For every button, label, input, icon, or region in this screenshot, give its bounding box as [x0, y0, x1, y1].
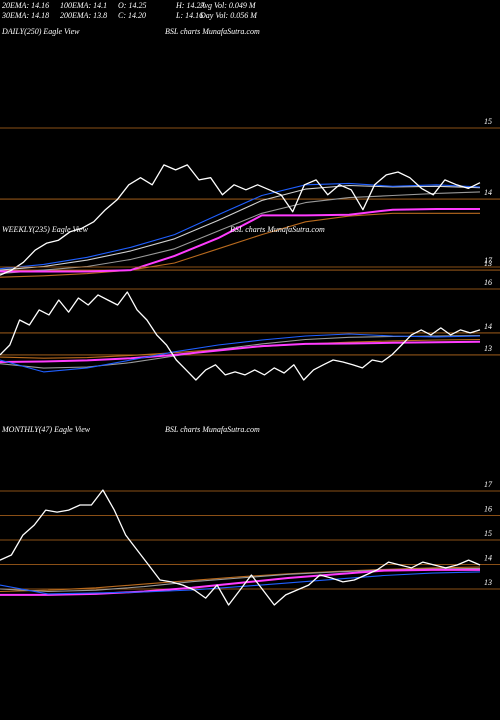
- series-line: [0, 571, 481, 595]
- panel-subtitle: BSL charts MunafaSutra.com: [230, 225, 325, 234]
- y-tick-label: 15: [484, 117, 492, 126]
- header-stat: O: 14.25: [118, 1, 146, 10]
- header-stat: Avg Vol: 0.049 M: [199, 1, 257, 10]
- series-line: [0, 340, 481, 363]
- header-stat: 30EMA: 14.18: [1, 11, 49, 20]
- panel-subtitle: BSL charts MunafaSutra.com: [165, 27, 260, 36]
- series-line: [0, 212, 480, 278]
- header-stat: 20EMA: 14.16: [2, 1, 49, 10]
- header-stat: Day Vol: 0.056 M: [199, 11, 258, 20]
- y-tick-label: 13: [484, 578, 492, 587]
- header-stat: 100EMA: 14.1: [60, 1, 107, 10]
- panel-title: MONTHLY(47) Eagle View: [1, 425, 91, 434]
- y-tick-label: 13: [484, 259, 492, 268]
- header-stat: H: 14.27: [175, 1, 205, 10]
- header-stat: 200EMA: 13.8: [60, 11, 107, 20]
- series-line: [0, 164, 481, 276]
- panel-title: WEEKLY(235) Eagle View: [2, 225, 89, 234]
- series-line: [0, 566, 481, 593]
- y-tick-label: 16: [484, 504, 492, 513]
- y-tick-label: 14: [484, 322, 492, 331]
- series-line: [0, 333, 481, 373]
- series-line: [0, 182, 481, 270]
- y-tick-label: 17: [484, 480, 493, 489]
- y-tick-label: 13: [484, 344, 492, 353]
- series-line: [0, 489, 481, 606]
- y-tick-label: 17: [484, 256, 493, 265]
- y-tick-label: 16: [484, 278, 492, 287]
- y-tick-label: 15: [484, 529, 492, 538]
- panel-title: DAILY(250) Eagle View: [1, 27, 80, 36]
- series-line: [0, 291, 481, 381]
- series-line: [0, 568, 480, 596]
- panel-subtitle: BSL charts MunafaSutra.com: [165, 425, 260, 434]
- header-stat: L: 14.16: [175, 11, 203, 20]
- series-line: [0, 184, 481, 271]
- header-stat: C: 14.20: [118, 11, 146, 20]
- y-tick-label: 14: [484, 188, 492, 197]
- y-tick-label: 14: [484, 553, 492, 562]
- series-line: [0, 208, 480, 273]
